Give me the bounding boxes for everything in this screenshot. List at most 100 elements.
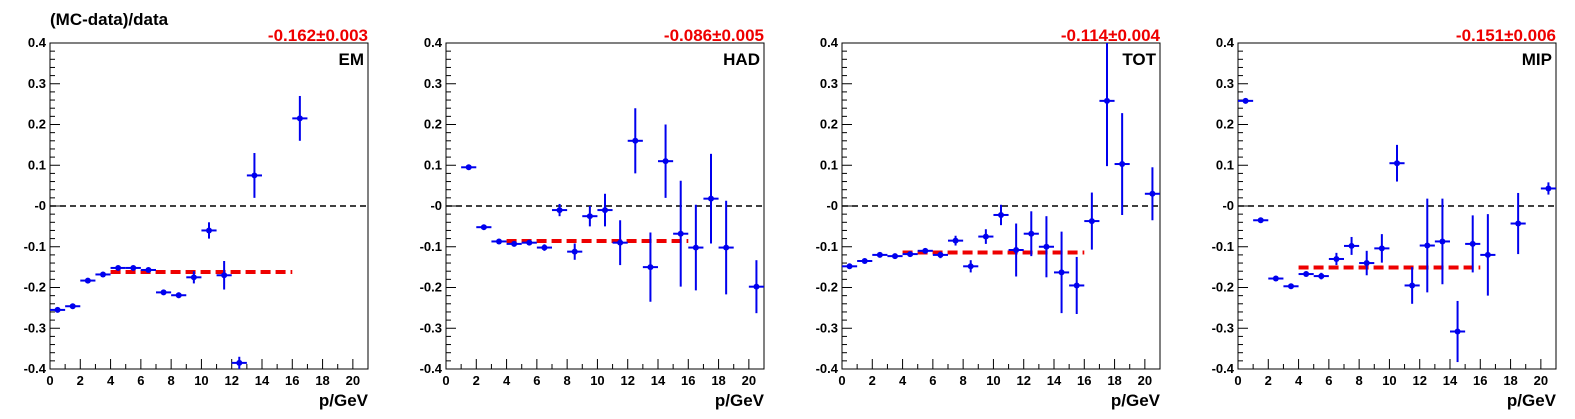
y-tick-label: -0.2 (816, 280, 838, 295)
data-point (673, 180, 689, 287)
data-point (963, 260, 979, 273)
data-point (688, 204, 704, 291)
data-point (1144, 167, 1160, 221)
data-point (627, 108, 643, 174)
panel-tot: 0 2 4 6 8 10 12 14 16 18 20 -0.4 -0.3 -0.2 -0.1 -0 0.1 0.… (816, 26, 1161, 410)
data-marker (1119, 161, 1126, 168)
data-point (536, 244, 552, 251)
data-point (156, 289, 172, 296)
data-point (461, 164, 477, 171)
y-tick-label: 0.3 (28, 76, 46, 91)
data-point (567, 243, 583, 260)
data-marker (160, 289, 167, 296)
data-point (1359, 250, 1375, 276)
x-tick-label: 14 (651, 373, 666, 388)
y-tick-label: 0.4 (28, 35, 47, 50)
data-marker (967, 263, 974, 270)
x-tick-label: 10 (986, 373, 1000, 388)
data-marker (1333, 255, 1340, 262)
panel-label: HAD (723, 50, 760, 69)
data-point (993, 204, 1009, 226)
data-point (1480, 214, 1496, 296)
y-tick-label: -0.1 (24, 239, 46, 254)
fit-value-label: -0.151±0.006 (1456, 26, 1556, 45)
data-point (1510, 192, 1526, 255)
y-tick-label: -0.3 (420, 320, 442, 335)
data-marker (647, 264, 654, 271)
data-marker (69, 303, 76, 310)
data-marker (922, 247, 929, 254)
data-points (50, 95, 308, 369)
x-tick-label: 8 (960, 373, 967, 388)
data-marker (1439, 238, 1446, 245)
x-tick-label: 10 (590, 373, 604, 388)
data-point (171, 292, 187, 299)
y-tick-label: -0 (1222, 198, 1234, 213)
data-point (582, 206, 598, 227)
y-tick-label: 0.2 (424, 117, 442, 132)
data-point (201, 222, 217, 239)
data-point (718, 200, 734, 295)
data-point (65, 303, 81, 310)
panel-mip: 0 2 4 6 8 10 12 14 16 18 20 -0.4 -0.3 -0.2 -0.1 -0 0.1 0.… (1212, 26, 1557, 410)
fit-value-label: -0.114±0.004 (1061, 26, 1161, 45)
x-tick-label: 6 (137, 373, 144, 388)
data-marker (54, 306, 61, 313)
data-point (658, 124, 674, 198)
x-tick-label: 2 (77, 373, 84, 388)
data-point (1298, 271, 1314, 278)
data-point (612, 220, 628, 266)
data-marker (1257, 217, 1264, 224)
data-point (978, 229, 994, 244)
data-marker (876, 251, 883, 258)
data-point (1465, 215, 1481, 273)
y-tick-label: -0.3 (816, 320, 838, 335)
y-tick-label: -0.1 (816, 239, 838, 254)
x-tick-label: 16 (1473, 373, 1487, 388)
data-point (1008, 223, 1024, 277)
data-marker (982, 233, 989, 240)
data-point (642, 232, 658, 302)
data-marker (296, 115, 303, 122)
x-tick-label: 18 (1107, 373, 1121, 388)
data-marker (617, 239, 624, 246)
data-marker (1303, 271, 1310, 278)
data-marker (1288, 283, 1294, 290)
x-tick-label: 4 (1295, 373, 1303, 388)
x-tick-label: 14 (255, 373, 270, 388)
y-tick-label: 0.3 (1216, 76, 1234, 91)
data-marker (1409, 282, 1416, 289)
data-point (1038, 216, 1054, 278)
data-marker (130, 264, 137, 271)
data-points (1238, 97, 1556, 363)
y-tick-label: -0.3 (1212, 320, 1234, 335)
figure-title: (MC-data)/data (50, 10, 169, 29)
panel-em: 0 2 4 6 8 10 12 14 16 18 20 -0.4 -0.3 -0.2 -0.1 -0 0.1 0.… (24, 26, 369, 410)
data-marker (753, 283, 760, 290)
data-points (842, 43, 1160, 314)
data-marker (465, 164, 472, 171)
data-point (948, 235, 964, 246)
data-marker (1058, 269, 1065, 276)
panels: 0 2 4 6 8 10 12 14 16 18 20-0.4-0.3-0.2-0.1-00.10.… (24, 26, 1557, 410)
fit-value-label: -0.162±0.003 (268, 26, 368, 45)
y-tick-label: -0.3 (24, 320, 46, 335)
data-marker (496, 238, 502, 245)
data-point (1268, 275, 1284, 282)
data-point (80, 277, 96, 284)
y-tick-label: -0 (826, 198, 838, 213)
x-tick-label: 0 (46, 373, 53, 388)
data-marker (1484, 251, 1491, 258)
x-tick-label: 18 (711, 373, 725, 388)
data-point (902, 251, 918, 258)
data-point (1404, 267, 1420, 304)
x-tick-label: 16 (681, 373, 695, 388)
data-point (552, 203, 568, 217)
data-point (1389, 144, 1405, 182)
data-marker (586, 213, 593, 220)
data-point (748, 260, 764, 314)
y-tick-label: -0.1 (1212, 239, 1234, 254)
y-tick-label: -0.4 (24, 361, 47, 376)
x-tick-label: 6 (929, 373, 936, 388)
data-marker (1028, 230, 1035, 237)
